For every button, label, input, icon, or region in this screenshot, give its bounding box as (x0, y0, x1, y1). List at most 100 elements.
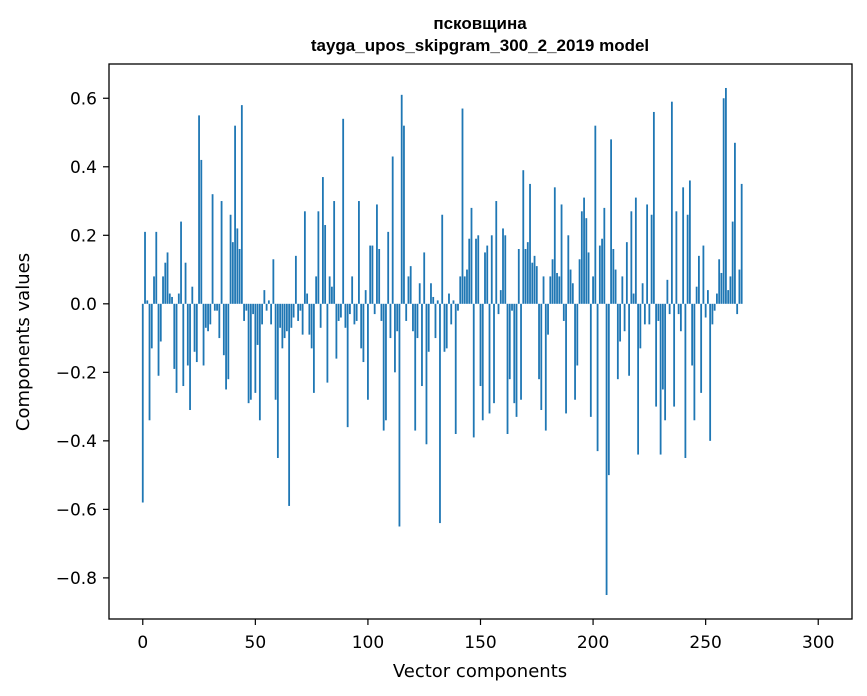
bar (614, 269, 617, 304)
bar (213, 303, 216, 311)
y-axis-label: Components values (13, 253, 34, 431)
bar (580, 211, 583, 304)
bar (281, 303, 284, 349)
y-tick-label: 0.0 (70, 295, 97, 315)
bar (430, 283, 432, 304)
bar (182, 303, 185, 387)
bar (517, 249, 520, 304)
bar (412, 303, 414, 332)
x-tick-label: 0 (137, 633, 148, 653)
bar (533, 255, 536, 304)
bar (562, 303, 565, 321)
bar (362, 303, 365, 363)
x-axis-ticks: 0 50 100 150 200 250 300 (137, 619, 834, 653)
y-axis-ticks: −0.8 −0.6 −0.4 −0.2 0.0 0.2 0.4 0.6 (56, 89, 109, 589)
bar (666, 279, 669, 304)
bar (308, 303, 311, 335)
bar (524, 249, 527, 304)
bar (677, 303, 680, 315)
bar (571, 283, 574, 304)
bar (707, 290, 709, 304)
bar (553, 187, 556, 304)
bar (569, 269, 572, 304)
bar (416, 303, 419, 339)
bar (346, 303, 349, 428)
bar (540, 303, 543, 411)
bar (639, 303, 642, 349)
bar (448, 293, 450, 304)
bar (648, 303, 651, 325)
y-tick-label: −0.2 (56, 363, 97, 383)
y-tick-label: −0.6 (56, 500, 97, 520)
bar (288, 303, 291, 506)
bar (391, 156, 394, 304)
chart-title: псковщина (433, 14, 527, 33)
bar (682, 187, 685, 304)
bar (292, 303, 295, 318)
bar (632, 293, 635, 304)
bar (299, 303, 302, 311)
chart-subtitle: tayga_upos_skipgram_300_2_2019 model (311, 36, 649, 55)
bar (173, 303, 176, 369)
bar (342, 118, 345, 304)
bar (506, 303, 509, 434)
bar (603, 207, 606, 304)
bar (249, 303, 252, 400)
bar (720, 272, 723, 304)
bar (180, 221, 182, 304)
bar (270, 303, 273, 325)
bar (371, 245, 374, 304)
bar (189, 303, 191, 411)
bar (583, 197, 585, 304)
bar (713, 303, 716, 311)
bar (414, 303, 417, 431)
bar (578, 259, 581, 304)
bar (261, 303, 263, 325)
bar (520, 303, 522, 400)
bar (475, 238, 477, 304)
x-axis-label: Vector components (393, 661, 567, 682)
bar (234, 125, 236, 304)
y-tick-label: −0.4 (56, 432, 97, 452)
bar (716, 293, 718, 304)
bar (650, 214, 653, 304)
bar (702, 245, 705, 304)
bar (319, 303, 322, 328)
bar (256, 303, 259, 345)
bar (263, 290, 266, 304)
bar (175, 303, 178, 393)
bar (153, 276, 155, 304)
bar (495, 201, 498, 304)
bar (616, 303, 619, 380)
bar (594, 125, 597, 304)
bar (382, 303, 385, 431)
bar (740, 183, 743, 304)
bar (612, 249, 615, 304)
bar (369, 245, 372, 304)
bar (592, 276, 594, 304)
bar (684, 303, 687, 458)
bar (409, 266, 412, 304)
bar (258, 303, 261, 421)
bar (610, 139, 612, 304)
bar (700, 303, 703, 393)
bar (353, 303, 356, 325)
bar (558, 276, 561, 304)
bar (355, 303, 358, 321)
bar (585, 218, 588, 304)
bar (704, 303, 707, 318)
bar (560, 204, 563, 304)
bar (598, 245, 601, 304)
bar (499, 290, 502, 304)
bar (231, 242, 234, 304)
bar (691, 303, 694, 366)
bar (177, 293, 180, 304)
bar (668, 303, 671, 315)
bar (387, 231, 390, 304)
bar (725, 87, 727, 304)
bar (396, 303, 399, 332)
bar (360, 303, 363, 349)
bar (385, 303, 387, 421)
bar (621, 276, 624, 304)
